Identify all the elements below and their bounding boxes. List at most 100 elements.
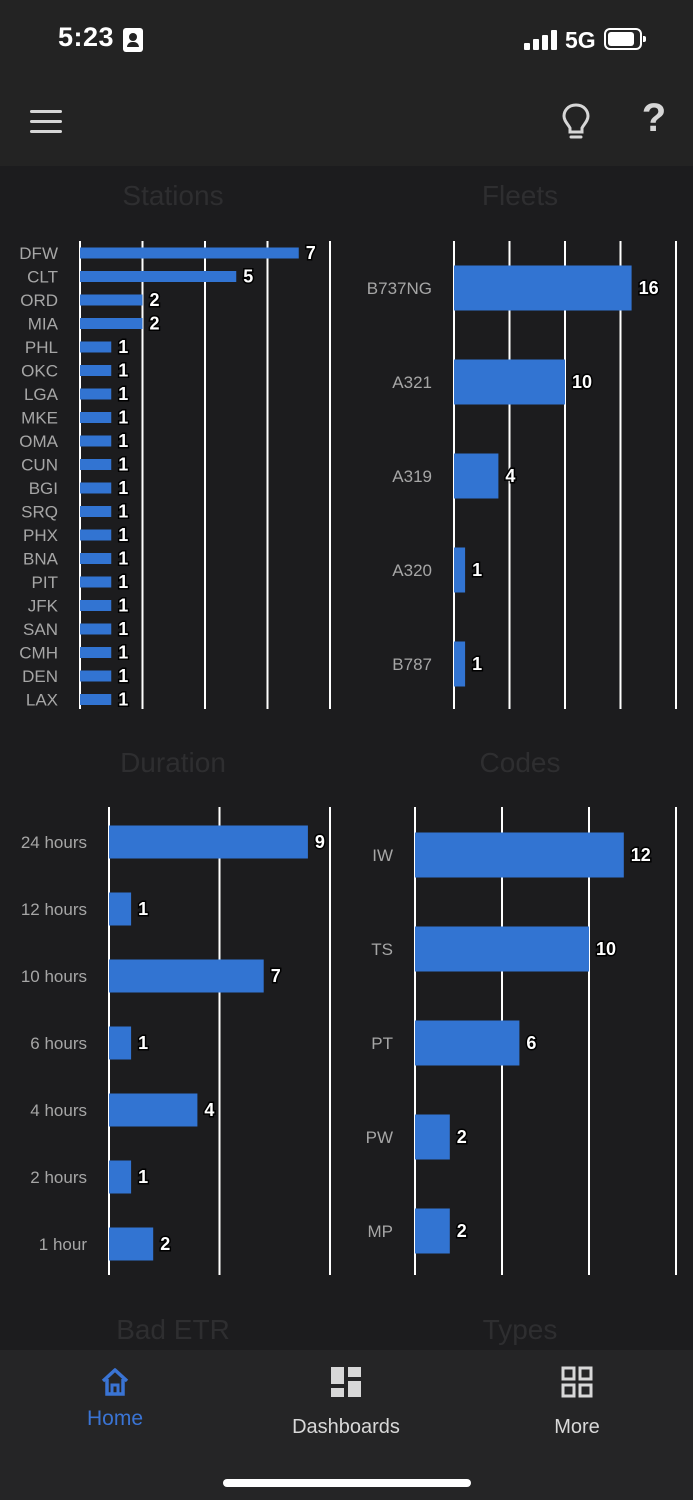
nav-dashboards[interactable]: Dashboards [246,1350,446,1440]
stations-bar[interactable] [80,341,112,353]
stations-bar[interactable] [80,694,112,705]
duration-bar[interactable] [109,1026,132,1060]
stations-value-label: 2 [150,290,160,310]
signal-icon [524,30,558,50]
nav-dashboards-label: Dashboards [292,1416,400,1438]
codes-value-label: 2 [457,1127,467,1147]
stations-bar[interactable] [80,388,112,400]
codes-bar[interactable] [415,1114,450,1160]
stations-category-label: CMH [19,644,58,663]
stations-bar[interactable] [80,647,112,658]
stations-bar[interactable] [80,529,112,541]
stations-bar[interactable] [80,506,112,517]
codes-category-label: PW [366,1128,393,1147]
stations-bar[interactable] [80,365,112,376]
stations-category-label: PHX [23,526,58,545]
nav-home[interactable]: Home [15,1350,215,1440]
duration-value-label: 1 [138,1167,148,1187]
stations-bar[interactable] [80,482,112,494]
stations-category-label: LAX [26,691,58,710]
stations-bar[interactable] [80,435,112,447]
nav-home-label: Home [86,1407,144,1430]
stations-bar[interactable] [80,553,112,564]
apps-icon [561,1366,593,1398]
duration-bar[interactable] [109,1160,132,1194]
duration-value-label: 7 [271,966,281,986]
stations-value-label: 5 [243,267,253,287]
fleets-bar[interactable] [454,265,632,311]
duration-bar[interactable] [109,892,132,926]
stations-bar[interactable] [80,576,112,588]
fleets-value-label: 16 [639,278,659,298]
stations-bar[interactable] [80,271,237,282]
stations-bar[interactable] [80,459,112,470]
duration-bar[interactable] [109,1227,154,1261]
codes-bar[interactable] [415,1208,450,1254]
duration-value-label: 2 [160,1234,170,1254]
duration-value-label: 9 [315,832,325,852]
fleets-bar[interactable] [454,547,466,593]
stations-bar[interactable] [80,670,112,682]
stations-value-label: 7 [306,243,316,263]
stations-bar[interactable] [80,318,143,329]
help-icon[interactable]: ? [641,96,667,140]
stations-value-label: 1 [118,455,128,475]
nav-more[interactable]: More [477,1350,677,1440]
types-chart-title: Types [482,1314,558,1345]
codes-bar[interactable] [415,1020,520,1066]
stations-value-label: 1 [118,596,128,616]
duration-chart-title: Duration [120,747,226,778]
menu-icon[interactable] [30,110,62,134]
fleets-bar[interactable] [454,641,466,687]
stations-category-label: PHL [25,338,58,357]
stations-value-label: 1 [118,643,128,663]
stations-category-label: OMA [19,432,58,451]
duration-category-label: 12 hours [21,900,87,919]
fleets-category-label: A319 [392,467,432,486]
app-bar: ? [0,80,693,166]
stations-bar[interactable] [80,623,112,635]
duration-bar[interactable] [109,825,308,859]
codes-value-label: 2 [457,1221,467,1241]
home-icon [101,1368,129,1396]
network-type: 5G [565,27,596,53]
fleets-category-label: A320 [392,561,432,580]
stations-category-label: DFW [19,244,58,263]
codes-category-label: TS [371,940,393,959]
duration-category-label: 24 hours [21,833,87,852]
fleets-bar[interactable] [454,359,565,405]
stations-category-label: JFK [28,597,59,616]
fleets-value-label: 1 [472,560,482,580]
stations-category-label: PIT [32,573,58,592]
duration-category-label: 2 hours [30,1168,87,1187]
stations-bar[interactable] [80,247,299,259]
stations-value-label: 1 [118,525,128,545]
stations-category-label: MIA [28,315,59,334]
stations-value-label: 1 [118,690,128,710]
duration-bar[interactable] [109,1093,198,1127]
stations-value-label: 1 [118,572,128,592]
duration-category-label: 10 hours [21,967,87,986]
bad-etr-chart-title: Bad ETR [116,1314,230,1345]
home-indicator [223,1479,471,1487]
stations-bar[interactable] [80,294,143,306]
stations-bar[interactable] [80,600,112,611]
codes-category-label: PT [371,1034,393,1053]
fleets-bar[interactable] [454,453,499,499]
duration-category-label: 1 hour [39,1235,88,1254]
duration-category-label: 6 hours [30,1034,87,1053]
stations-value-label: 1 [118,549,128,569]
codes-bar[interactable] [415,832,624,878]
codes-value-label: 6 [526,1033,536,1053]
lightbulb-icon[interactable] [560,102,592,142]
duration-value-label: 1 [138,899,148,919]
codes-bar[interactable] [415,926,589,972]
stations-bar[interactable] [80,412,112,423]
stations-value-label: 1 [118,666,128,686]
duration-bar[interactable] [109,959,264,993]
fleets-chart-title: Fleets [481,180,559,211]
codes-chart-title: Codes [479,747,561,778]
bottom-nav: Home Dashboards More [0,1350,693,1500]
codes-category-label: IW [372,846,393,865]
